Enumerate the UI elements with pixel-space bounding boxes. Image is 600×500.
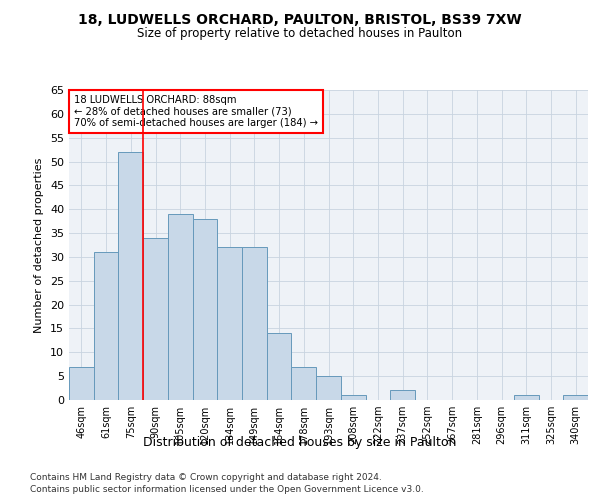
Text: Distribution of detached houses by size in Paulton: Distribution of detached houses by size …: [143, 436, 457, 449]
Bar: [390, 390, 415, 400]
Bar: [217, 248, 242, 400]
Bar: [514, 395, 539, 400]
Text: Contains public sector information licensed under the Open Government Licence v3: Contains public sector information licen…: [30, 485, 424, 494]
Bar: [316, 376, 341, 400]
Bar: [94, 252, 118, 400]
Bar: [341, 395, 365, 400]
Bar: [168, 214, 193, 400]
Bar: [242, 248, 267, 400]
Bar: [69, 366, 94, 400]
Text: 18, LUDWELLS ORCHARD, PAULTON, BRISTOL, BS39 7XW: 18, LUDWELLS ORCHARD, PAULTON, BRISTOL, …: [78, 12, 522, 26]
Bar: [267, 333, 292, 400]
Bar: [193, 219, 217, 400]
Y-axis label: Number of detached properties: Number of detached properties: [34, 158, 44, 332]
Text: 18 LUDWELLS ORCHARD: 88sqm
← 28% of detached houses are smaller (73)
70% of semi: 18 LUDWELLS ORCHARD: 88sqm ← 28% of deta…: [74, 94, 318, 128]
Bar: [292, 366, 316, 400]
Text: Size of property relative to detached houses in Paulton: Size of property relative to detached ho…: [137, 28, 463, 40]
Bar: [563, 395, 588, 400]
Bar: [118, 152, 143, 400]
Bar: [143, 238, 168, 400]
Text: Contains HM Land Registry data © Crown copyright and database right 2024.: Contains HM Land Registry data © Crown c…: [30, 472, 382, 482]
